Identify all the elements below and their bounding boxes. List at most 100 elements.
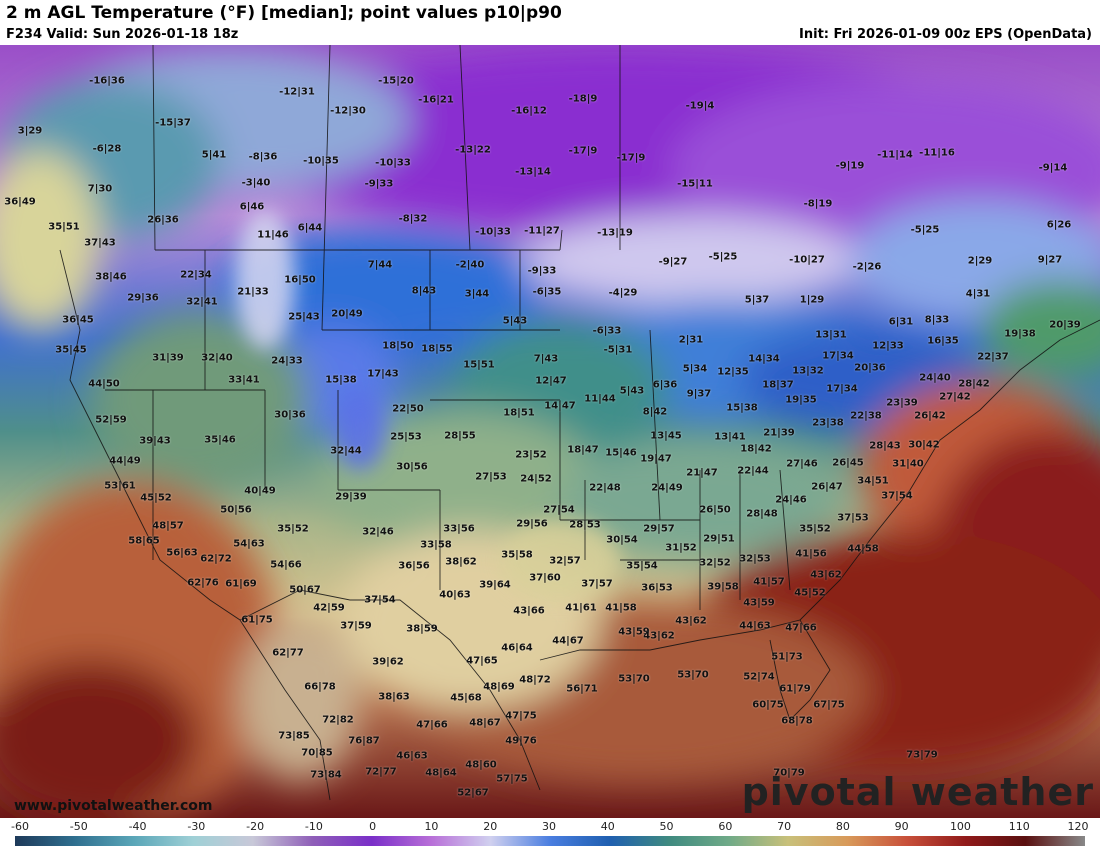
point-value: 29|57 (643, 523, 675, 535)
point-value: 52|74 (743, 671, 775, 683)
point-value: 45|52 (140, 492, 172, 504)
point-value: 41|61 (565, 602, 597, 614)
colorbar-tick-label: 100 (949, 820, 971, 833)
point-value: 33|58 (420, 539, 452, 551)
point-value: 24|46 (775, 494, 807, 506)
point-value: -9|14 (1038, 162, 1068, 174)
point-value: -16|21 (418, 94, 454, 106)
point-value: 28|53 (569, 519, 601, 531)
point-value: 37|53 (837, 512, 869, 524)
point-value: -9|27 (658, 256, 688, 268)
point-value: 47|75 (505, 710, 537, 722)
point-value: -12|30 (330, 105, 366, 117)
temperature-map[interactable]: -16|36 -12|31 -15|20 -16|21 -18|9 -19|4 3|29 -1… (0, 45, 1100, 818)
point-value: 48|64 (425, 767, 457, 779)
colorbar-tick-label: 110 (1008, 820, 1030, 833)
point-value: 44|49 (109, 455, 141, 467)
point-value: 20|36 (854, 362, 886, 374)
point-value: 28|43 (869, 440, 901, 452)
point-value: 18|50 (382, 340, 414, 352)
colorbar-tick-label: 40 (600, 820, 615, 833)
point-value: 40|49 (244, 485, 276, 497)
point-value: -4|29 (608, 287, 638, 299)
point-value: 44|50 (88, 378, 120, 390)
point-value: 13|41 (714, 431, 746, 443)
point-value: 48|69 (483, 681, 515, 693)
point-value: -17|9 (568, 145, 598, 157)
point-value: 19|38 (1004, 328, 1036, 340)
point-value: 57|75 (496, 773, 528, 785)
point-value: 18|51 (503, 407, 535, 419)
point-value: 72|77 (365, 766, 397, 778)
point-value: 29|51 (703, 533, 735, 545)
point-value: 27|46 (786, 458, 818, 470)
point-value: 19|35 (785, 394, 817, 406)
colorbar-tick-label: 120 (1067, 820, 1089, 833)
colorbar-tick-label: -50 (69, 820, 88, 833)
point-value: -13|14 (515, 166, 551, 178)
point-value: 11|46 (257, 229, 289, 241)
point-value: 2|31 (678, 334, 704, 346)
point-value: 36|45 (62, 314, 94, 326)
point-value: 26|42 (914, 410, 946, 422)
point-value: 76|87 (348, 735, 380, 747)
point-value: 44|63 (739, 620, 771, 632)
point-value: -6|28 (92, 143, 122, 155)
point-value: 70|79 (773, 767, 805, 779)
point-value: 38|63 (378, 691, 410, 703)
point-value: 56|71 (566, 683, 598, 695)
point-value: 22|37 (977, 351, 1009, 363)
point-value: 7|30 (87, 183, 113, 195)
point-value: 62|77 (272, 647, 304, 659)
colorbar-tick-label: -30 (187, 820, 206, 833)
point-value: 38|46 (95, 271, 127, 283)
point-value: 6|26 (1046, 219, 1072, 231)
point-value: 58|65 (128, 535, 160, 547)
point-value: 6|36 (652, 379, 678, 391)
point-value: 23|38 (812, 417, 844, 429)
point-value: 14|34 (748, 353, 780, 365)
point-value: 48|67 (469, 717, 501, 729)
point-value: -15|11 (677, 178, 713, 190)
point-value: 29|36 (127, 292, 159, 304)
point-value: 5|34 (682, 363, 708, 375)
point-value: 3|44 (464, 288, 490, 300)
point-value: 48|57 (152, 520, 184, 532)
point-value: 33|56 (443, 523, 475, 535)
point-value: 32|52 (699, 557, 731, 569)
colorbar-tick-label: 60 (718, 820, 733, 833)
point-value: 60|75 (752, 699, 784, 711)
point-value: 73|85 (278, 730, 310, 742)
point-value: 48|72 (519, 674, 551, 686)
point-value: 56|63 (166, 547, 198, 559)
point-value: 30|42 (908, 439, 940, 451)
point-value: 31|40 (892, 458, 924, 470)
point-value: 35|58 (501, 549, 533, 561)
colorbar-tick-label: 90 (894, 820, 909, 833)
colorbar-tick-label: 20 (483, 820, 498, 833)
point-value: 53|70 (677, 669, 709, 681)
point-value: 72|82 (322, 714, 354, 726)
point-value: 30|54 (606, 534, 638, 546)
point-value: 18|47 (567, 444, 599, 456)
point-value: 22|38 (850, 410, 882, 422)
point-value: 9|37 (686, 388, 712, 400)
point-value: 46|63 (396, 750, 428, 762)
point-value: 6|31 (888, 316, 914, 328)
point-value: -5|25 (708, 251, 738, 263)
colorbar-tick-label: 10 (424, 820, 439, 833)
site-url[interactable]: www.pivotalweather.com (14, 798, 213, 814)
point-value: 27|42 (939, 391, 971, 403)
colorbar-tick-label: -20 (246, 820, 265, 833)
point-value: -5|31 (603, 344, 633, 356)
map-background (0, 45, 1100, 818)
point-value: 32|53 (739, 553, 771, 565)
point-value: 6|46 (239, 201, 265, 213)
point-value: 41|58 (605, 602, 637, 614)
point-value: 32|41 (186, 296, 218, 308)
point-value: 39|43 (139, 435, 171, 447)
point-value: -11|14 (877, 149, 913, 161)
point-value: 41|56 (795, 548, 827, 560)
point-value: -12|31 (279, 86, 315, 98)
point-value: 20|49 (331, 308, 363, 320)
